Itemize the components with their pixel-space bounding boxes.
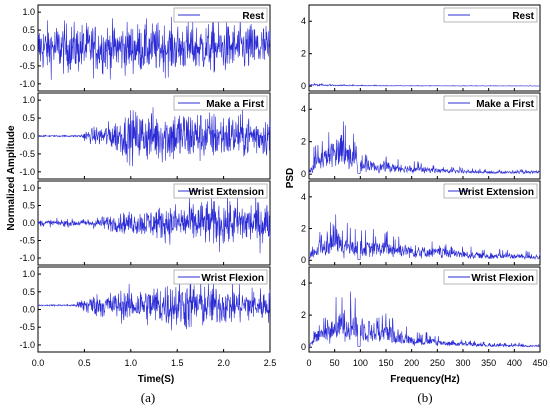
right-panel-3-y-tick-label: 0 bbox=[301, 255, 306, 265]
right-x-tick-label: 350 bbox=[481, 358, 496, 368]
left-panel-2-legend-label: Make a First bbox=[206, 99, 264, 110]
right-panel-2-series-make-a-first bbox=[308, 121, 541, 175]
left-panel-4-legend-label: Wrist Flexion bbox=[201, 273, 264, 284]
left-panel-4-series-wrist-flexion bbox=[37, 280, 271, 331]
left-panel-3-y-tick-label: 1.0 bbox=[22, 183, 35, 193]
right-panel-4-legend-label: Wrist Flexion bbox=[471, 273, 534, 284]
left-panel-1-y-tick-label: -1.0 bbox=[19, 79, 35, 89]
left-y-axis-title: Normalized Amplitude bbox=[6, 125, 17, 231]
left-panel-4-y-tick-label: 1.0 bbox=[22, 269, 35, 279]
left-x-axis-title: Time(S) bbox=[138, 374, 175, 385]
right-panel-3-legend-box bbox=[443, 183, 538, 199]
left-panel-4-y-tick-label: 0.0 bbox=[22, 305, 35, 315]
left-x-tick-label: 1.5 bbox=[171, 358, 184, 368]
right-panel-1-legend-label: Rest bbox=[512, 11, 534, 22]
left-x-tick-label: 0.0 bbox=[32, 358, 45, 368]
left-panel-1-series-rest bbox=[37, 16, 271, 80]
right-x-tick-label: 400 bbox=[507, 358, 522, 368]
right-panel-4-series-wrist-flexion bbox=[308, 291, 541, 348]
left-x-tick-label: 0.5 bbox=[78, 358, 91, 368]
right-panel-2-y-tick-label: 0 bbox=[301, 169, 306, 179]
right-panel-4-y-tick-label: 0 bbox=[301, 342, 306, 352]
right-x-tick-label: 450 bbox=[532, 358, 547, 368]
left-panel-3-y-tick-label: -1.0 bbox=[19, 253, 35, 263]
left-panel-1-y-tick-label: -0.5 bbox=[19, 61, 35, 71]
right-x-tick-label: 250 bbox=[430, 358, 445, 368]
left-panel-1-y-tick-label: 1.0 bbox=[22, 7, 35, 17]
left-panel-1-y-tick-label: 0.0 bbox=[22, 43, 35, 53]
left-panel-2-y-tick-label: -1.0 bbox=[19, 167, 35, 177]
right-y-axis-title: PSD bbox=[285, 168, 296, 189]
left-panel-2-y-tick-label: 1.0 bbox=[22, 95, 35, 105]
left-panel-2-legend-box bbox=[173, 95, 268, 111]
right-panel-3-frame bbox=[308, 180, 541, 266]
right-x-tick-label: 300 bbox=[455, 358, 470, 368]
right-panel-3-y-tick-label: 2 bbox=[301, 224, 306, 234]
left-panel-4-y-tick-label: -0.5 bbox=[19, 322, 35, 332]
right-panel-1-series-rest bbox=[308, 83, 541, 87]
left-panel-1-legend-box bbox=[173, 7, 268, 23]
right-x-axis-title: Frequency(Hz) bbox=[390, 374, 459, 385]
left-panel-caption: (a) bbox=[141, 390, 155, 405]
left-panel-2-y-tick-label: 0.0 bbox=[22, 131, 35, 141]
right-panel-3-series-wrist-extension bbox=[308, 214, 541, 260]
right-panel-2-legend-box bbox=[443, 95, 538, 111]
left-panel-3-legend-label: Wrist Extension bbox=[189, 187, 264, 198]
right-panel-1-y-tick-label: 4 bbox=[301, 16, 306, 26]
right-x-tick-label: 0 bbox=[306, 358, 311, 368]
right-panel-3-y-tick-label: 4 bbox=[301, 192, 306, 202]
right-panel-2-y-tick-label: 2 bbox=[301, 137, 306, 147]
left-panel-4-y-tick-label: -1.0 bbox=[19, 340, 35, 350]
left-panel-2-y-tick-label: 0.5 bbox=[22, 113, 35, 123]
left-panel-3-series-wrist-extension bbox=[37, 189, 271, 254]
right-x-tick-label: 150 bbox=[378, 358, 393, 368]
right-panel-2-y-tick-label: 4 bbox=[301, 104, 306, 114]
right-panel-caption: (b) bbox=[417, 390, 432, 405]
left-x-tick-label: 1.0 bbox=[125, 358, 138, 368]
left-panel-2-y-tick-label: -0.5 bbox=[19, 149, 35, 159]
right-x-tick-label: 50 bbox=[330, 358, 340, 368]
right-panel-2-frame bbox=[308, 92, 541, 180]
left-x-tick-label: 2.5 bbox=[264, 358, 277, 368]
right-panel-1-frame bbox=[308, 4, 541, 92]
right-panel-4-y-tick-label: 2 bbox=[301, 310, 306, 320]
left-panel-4-y-tick-label: 0.5 bbox=[22, 287, 35, 297]
right-panel-4-legend-box bbox=[443, 269, 538, 285]
left-panel-3-y-tick-label: 0.5 bbox=[22, 201, 35, 211]
right-x-tick-label: 200 bbox=[404, 358, 419, 368]
right-panel-1-legend-box bbox=[443, 7, 538, 23]
left-x-tick-label: 2.0 bbox=[217, 358, 230, 368]
right-panel-1-y-tick-label: 2 bbox=[301, 49, 306, 59]
right-panel-3-legend-label: Wrist Extension bbox=[459, 187, 534, 198]
right-panel-4-frame bbox=[308, 266, 541, 353]
left-panel-4-legend-box bbox=[173, 269, 268, 285]
left-panel-3-legend-box bbox=[173, 183, 268, 199]
right-panel-4-y-tick-label: 4 bbox=[301, 278, 306, 288]
left-panel-2-series-make-a-first bbox=[37, 107, 271, 167]
left-panel-1-y-tick-label: 0.5 bbox=[22, 25, 35, 35]
right-x-tick-label: 100 bbox=[353, 358, 368, 368]
right-panel-1-y-tick-label: 0 bbox=[301, 81, 306, 91]
right-panel-2-legend-label: Make a First bbox=[476, 99, 534, 110]
left-panel-1-legend-label: Rest bbox=[242, 11, 264, 22]
left-panel-3-y-tick-label: -0.5 bbox=[19, 236, 35, 246]
left-panel-3-y-tick-label: 0.0 bbox=[22, 218, 35, 228]
